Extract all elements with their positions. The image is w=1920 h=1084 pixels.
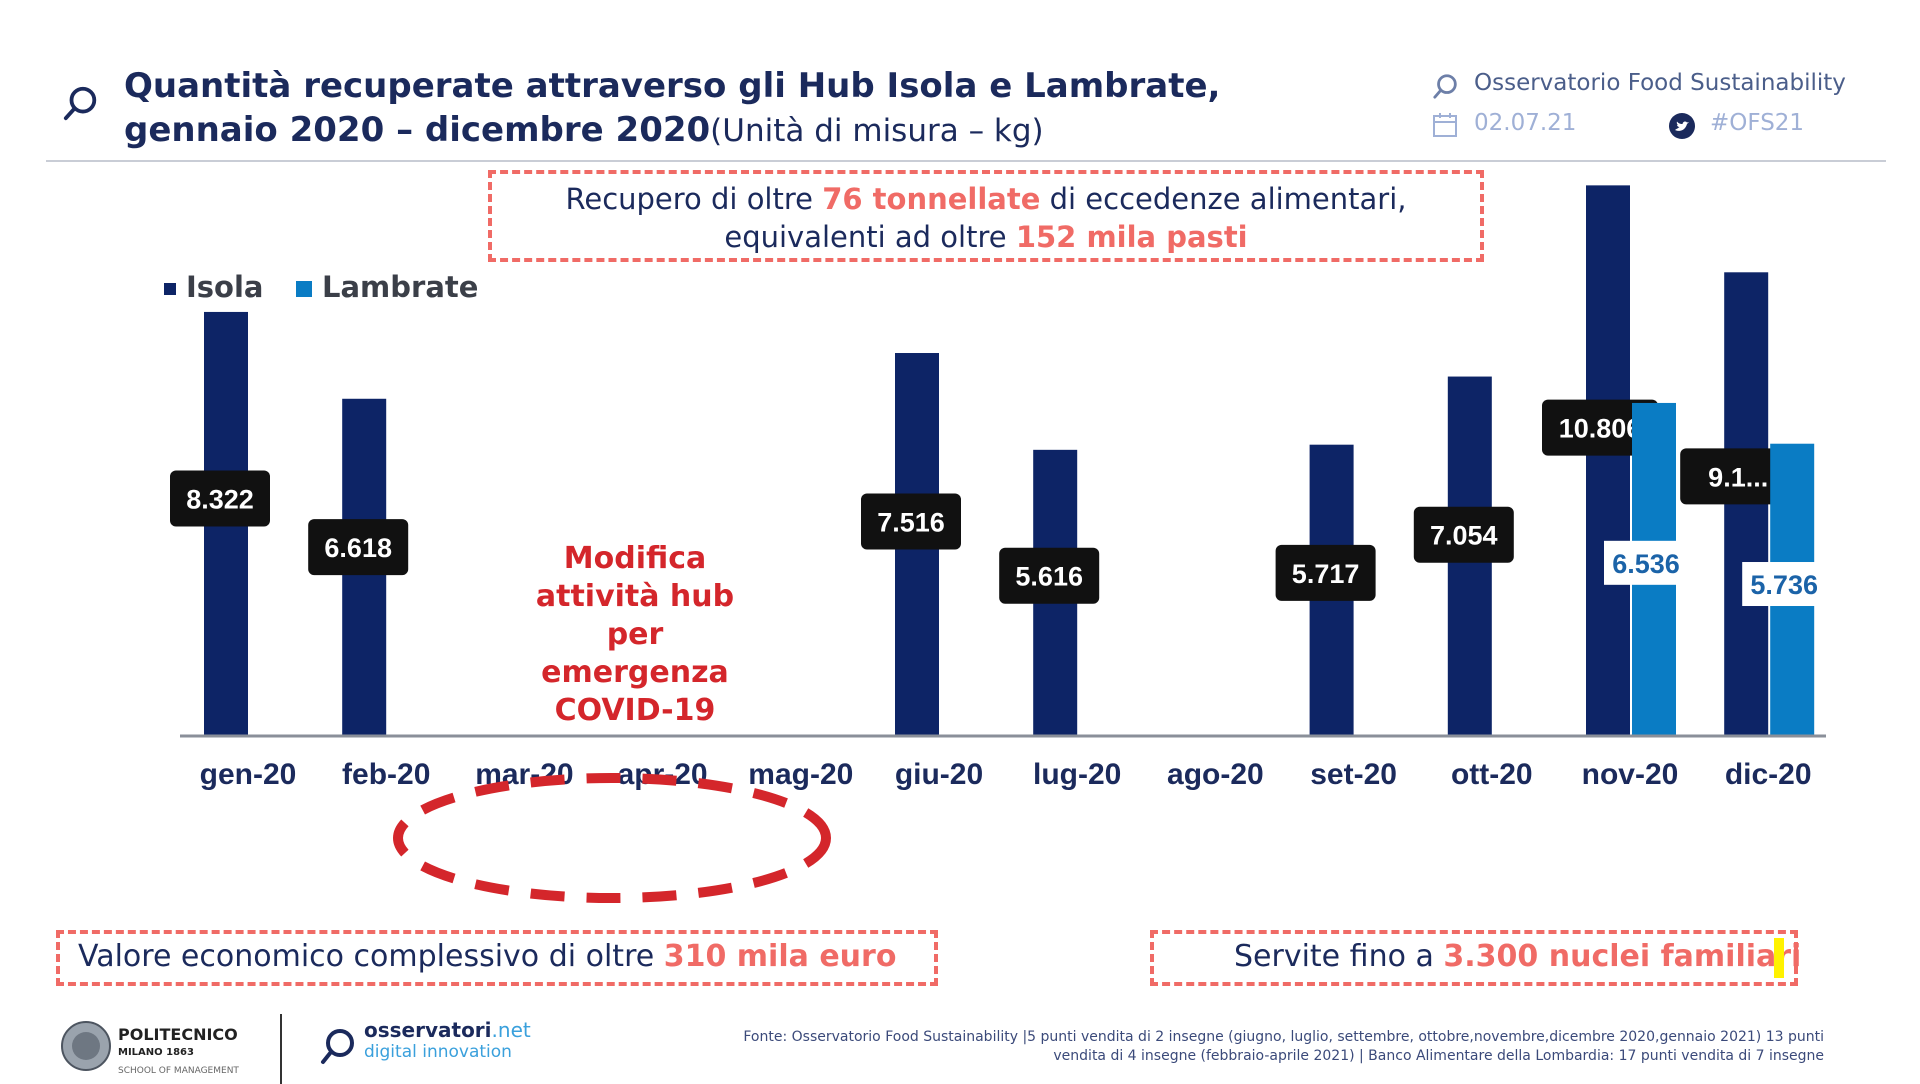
x-tick-label-mag-20: mag-20 — [748, 758, 853, 791]
data-label-box-isola-nov-20 — [1542, 399, 1658, 456]
search-icon — [63, 86, 97, 121]
callout-top-highlight-a: 76 tonnellate — [822, 182, 1041, 216]
x-tick-label-gen-20: gen-20 — [200, 758, 297, 791]
callout-right-highlight: 3.300 nuclei familiari — [1443, 939, 1802, 974]
legend-swatch-isola — [164, 283, 176, 295]
footer-divider — [280, 1014, 282, 1084]
data-label-box-isola-gen-20 — [170, 470, 270, 527]
data-label-isola-feb-20: 6.618 — [324, 533, 392, 563]
callout-top-text-a: Recupero di oltre — [565, 182, 823, 216]
x-tick-label-nov-20: nov-20 — [1582, 758, 1679, 791]
data-label-box-isola-dic-20 — [1680, 448, 1797, 505]
observatory-name: Osservatorio Food Sustainability — [1474, 70, 1846, 96]
data-label-box-lambrate-dic-20 — [1742, 562, 1827, 607]
data-label-box-isola-ott-20 — [1413, 506, 1514, 563]
callout-top-highlight-b: 152 mila pasti — [1015, 220, 1248, 254]
legend-item-isola: Isola — [164, 270, 263, 304]
politecnico-name: POLITECNICO — [118, 1025, 238, 1044]
legend-label-lambrate: Lambrate — [322, 270, 479, 304]
callout-recovery: Recupero di oltre 76 tonnellate di ecced… — [488, 170, 1484, 262]
bar-isola-nov-20 — [1586, 185, 1630, 736]
data-label-isola-giu-20: 7.516 — [877, 508, 945, 538]
data-label-box-isola-lug-20 — [999, 547, 1100, 604]
callout-top-text-c: equivalenti ad oltre — [724, 220, 1016, 254]
page-title: Quantità recuperate attraverso gli Hub I… — [124, 64, 1364, 153]
legend-item-lambrate: Lambrate — [296, 270, 478, 304]
data-label-isola-dic-20: 9.1... — [1708, 462, 1768, 492]
twitter-icon[interactable] — [1668, 112, 1696, 140]
calendar-icon — [1433, 113, 1457, 137]
legend-label-isola: Isola — [186, 270, 264, 304]
data-label-lambrate-dic-20: 5.736 — [1750, 570, 1818, 600]
x-tick-label-feb-20: feb-20 — [342, 758, 430, 791]
x-tick-label-apr-20: apr-20 — [618, 758, 708, 791]
covid-gap-ellipse — [393, 773, 831, 903]
osservatori-name: osservatori.net — [364, 1020, 531, 1040]
date-label: 02.07.21 — [1474, 110, 1577, 136]
data-label-box-lambrate-nov-20 — [1604, 540, 1688, 585]
legend-swatch-lambrate — [296, 281, 312, 297]
x-tick-label-giu-20: giu-20 — [895, 758, 983, 791]
observatory-icon — [1433, 74, 1457, 99]
data-label-box-isola-feb-20 — [308, 519, 409, 576]
hashtag-label[interactable]: #OFS21 — [1710, 110, 1805, 136]
callout-right-text: Servite fino a — [1234, 939, 1444, 974]
osservatori-name-net: .net — [491, 1018, 531, 1042]
osservatori-name-main: osservatori — [364, 1018, 492, 1042]
title-unit: (Unità di misura – kg) — [710, 113, 1044, 149]
data-label-isola-gen-20: 8.322 — [186, 485, 254, 515]
osservatori-logo-icon — [321, 1029, 354, 1064]
data-label-box-isola-giu-20 — [861, 493, 961, 550]
politecnico-text: POLITECNICO MILANO 1863 SCHOOL OF MANAGE… — [118, 1026, 239, 1080]
callout-families: Servite fino a 3.300 nuclei familiari — [1150, 930, 1802, 986]
callout-left-text: Valore economico complessivo di oltre — [78, 939, 664, 974]
data-label-isola-nov-20: 10.806 — [1559, 414, 1642, 444]
source-note: Fonte: Osservatorio Food Sustainability … — [743, 1029, 1824, 1064]
politecnico-city: MILANO 1863 — [118, 1047, 194, 1058]
data-label-isola-lug-20: 5.616 — [1015, 562, 1083, 592]
callout-top-text-b: di eccedenze alimentari, — [1040, 182, 1407, 216]
highlight-mark — [1774, 938, 1784, 978]
x-tick-label-dic-20: dic-20 — [1725, 758, 1812, 791]
header-divider — [46, 160, 1886, 162]
data-label-lambrate-nov-20: 6.536 — [1612, 549, 1680, 579]
x-tick-label-lug-20: lug-20 — [1033, 758, 1121, 791]
x-tick-label-ago-20: ago-20 — [1167, 758, 1264, 791]
politecnico-school: SCHOOL OF MANAGEMENT — [118, 1066, 239, 1076]
data-label-box-isola-set-20 — [1275, 544, 1376, 601]
callout-economic-value: Valore economico complessivo di oltre 31… — [56, 930, 938, 986]
title-main: Quantità recuperate attraverso gli Hub I… — [124, 66, 1221, 150]
data-label-isola-ott-20: 7.054 — [1430, 521, 1498, 551]
data-label-isola-set-20: 5.717 — [1292, 559, 1360, 589]
callout-left-highlight: 310 mila euro — [663, 939, 897, 974]
covid-annotation: Modifica attività hub per emergenza COVI… — [535, 541, 735, 728]
x-tick-label-ott-20: ott-20 — [1451, 758, 1533, 791]
osservatori-subtitle: digital innovation — [364, 1042, 512, 1062]
politecnico-logo — [61, 1021, 111, 1071]
x-tick-label-set-20: set-20 — [1310, 758, 1397, 791]
